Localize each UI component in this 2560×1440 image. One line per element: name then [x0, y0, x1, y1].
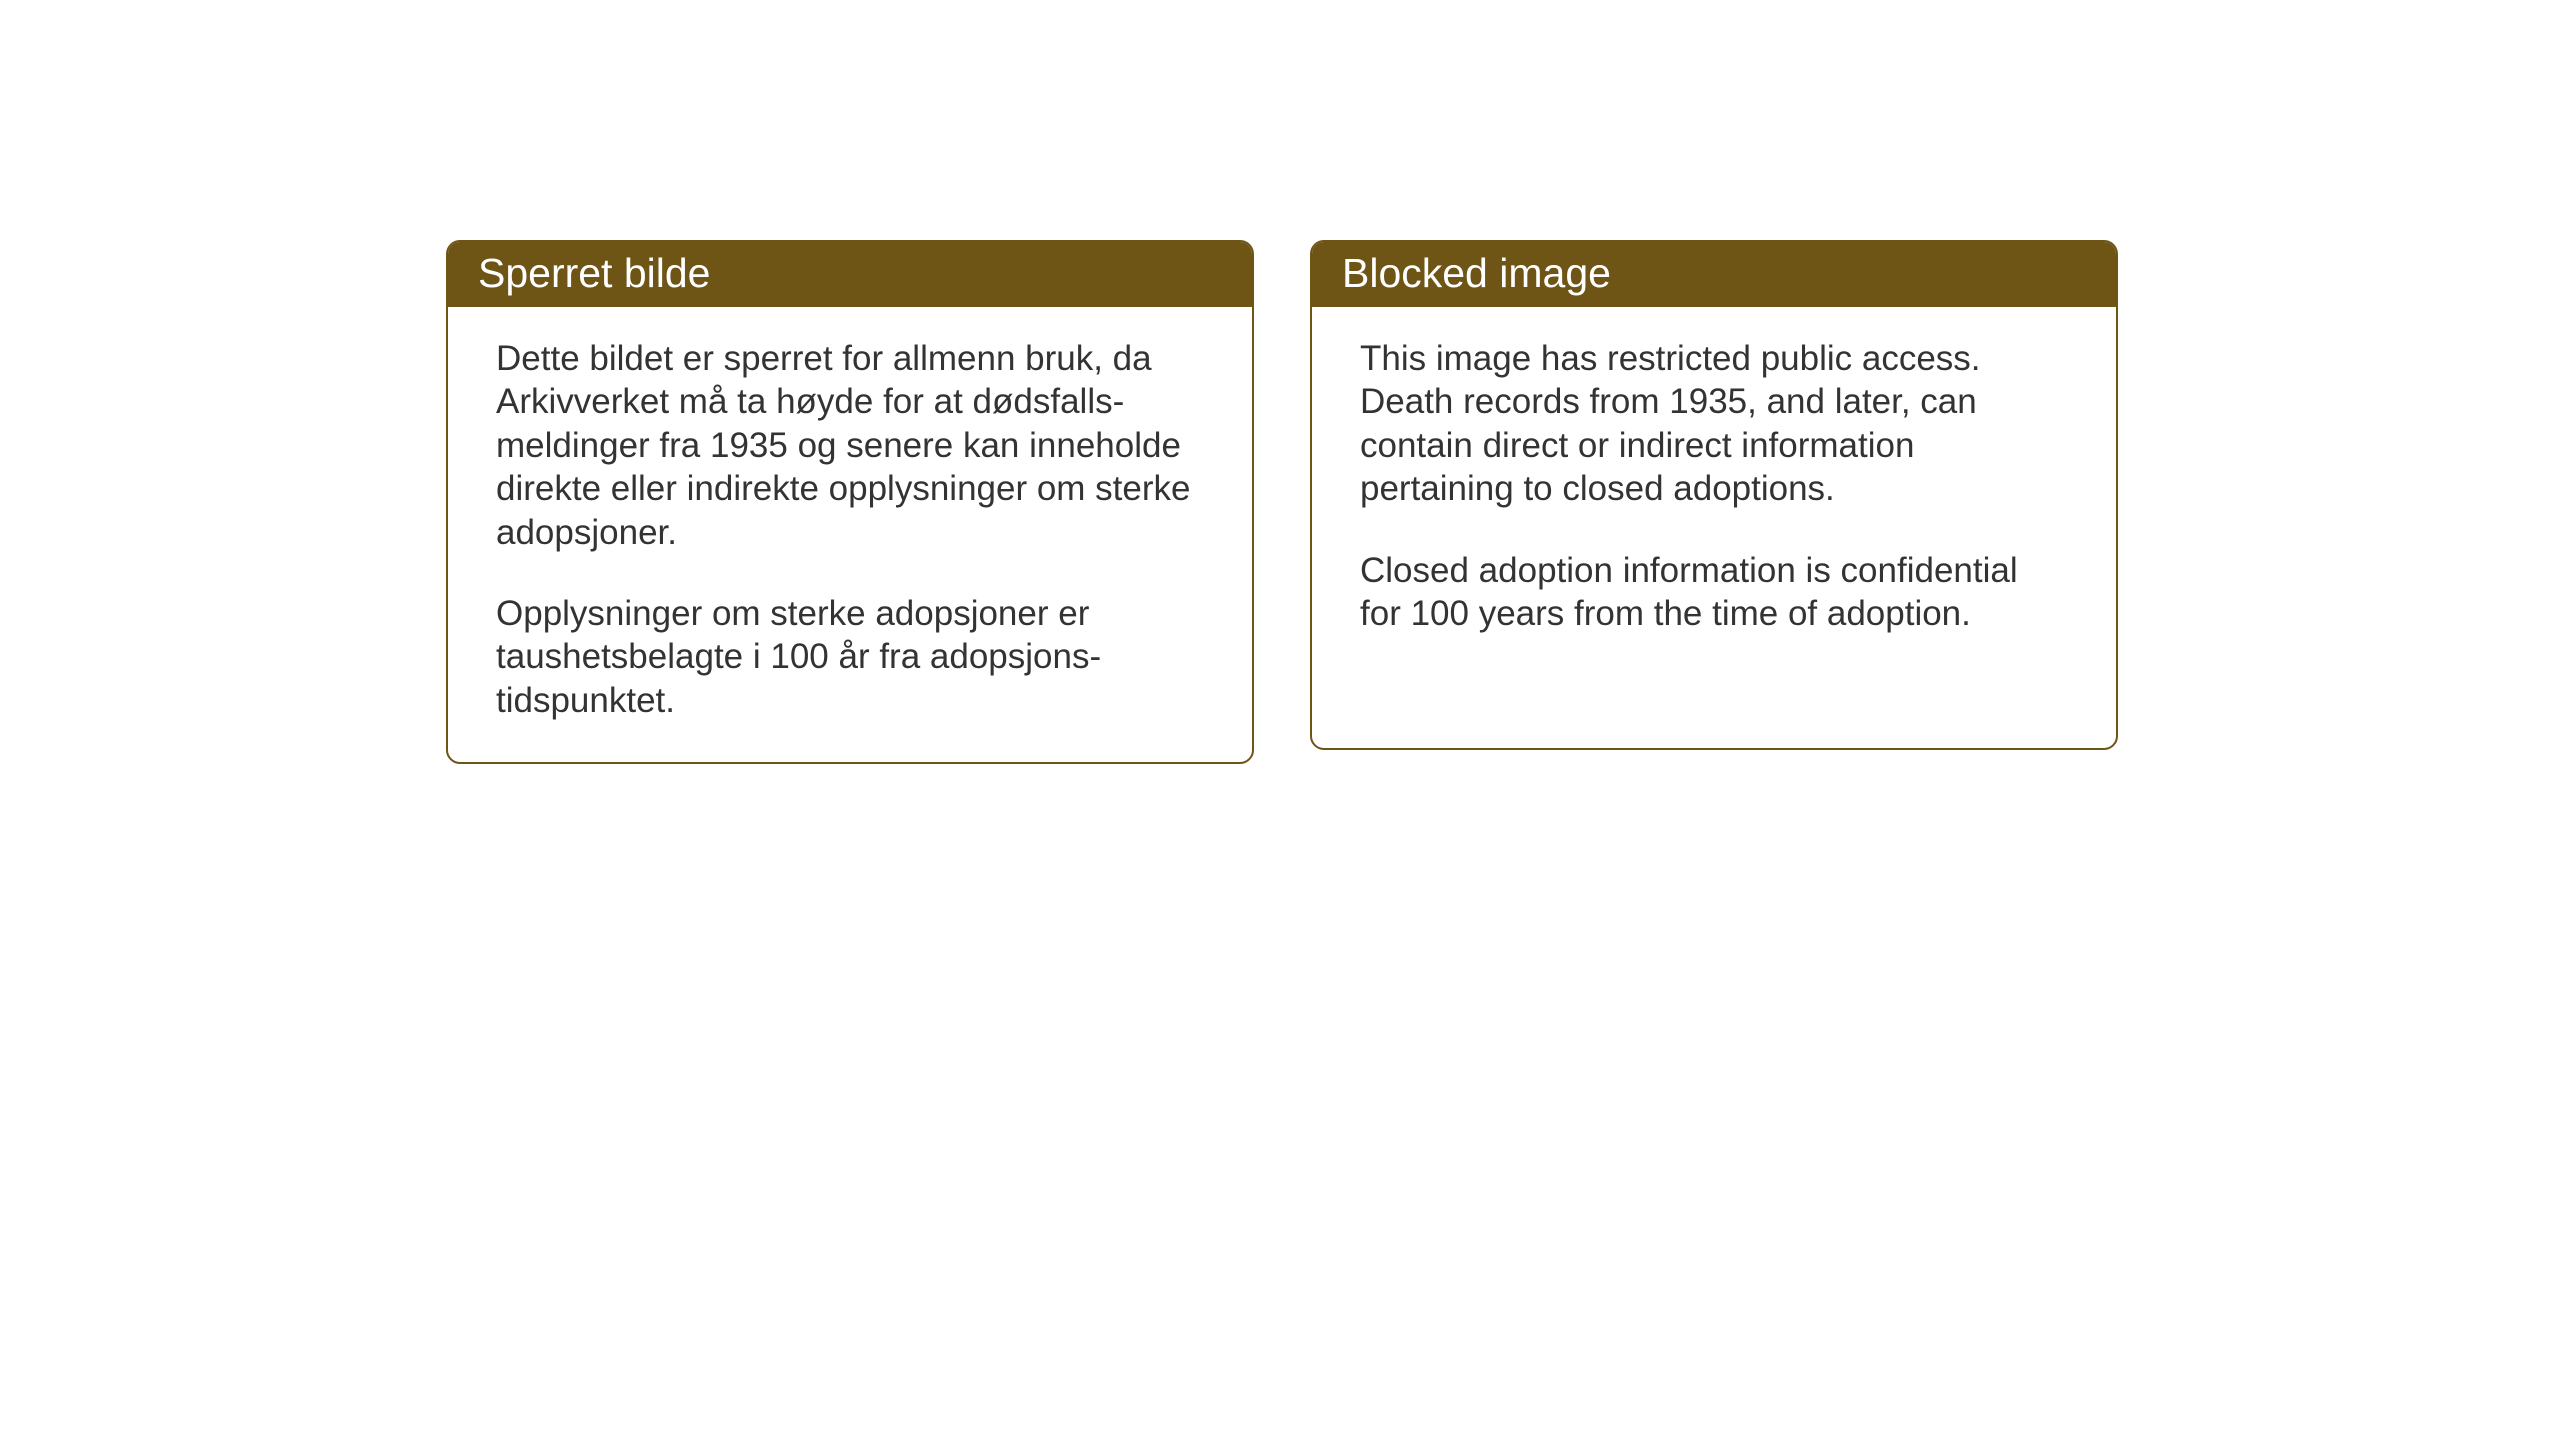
- card-paragraph-2-norwegian: Opplysninger om sterke adopsjoner er tau…: [496, 592, 1204, 722]
- blocked-image-card-english: Blocked image This image has restricted …: [1310, 240, 2118, 750]
- card-title-english: Blocked image: [1312, 242, 2116, 307]
- card-title-norwegian: Sperret bilde: [448, 242, 1252, 307]
- card-paragraph-1-english: This image has restricted public access.…: [1360, 337, 2068, 511]
- card-paragraph-2-english: Closed adoption information is confident…: [1360, 549, 2068, 636]
- card-body-norwegian: Dette bildet er sperret for allmenn bruk…: [448, 307, 1252, 762]
- card-body-english: This image has restricted public access.…: [1312, 307, 2116, 675]
- notice-container: Sperret bilde Dette bildet er sperret fo…: [0, 0, 2560, 764]
- blocked-image-card-norwegian: Sperret bilde Dette bildet er sperret fo…: [446, 240, 1254, 764]
- card-paragraph-1-norwegian: Dette bildet er sperret for allmenn bruk…: [496, 337, 1204, 554]
